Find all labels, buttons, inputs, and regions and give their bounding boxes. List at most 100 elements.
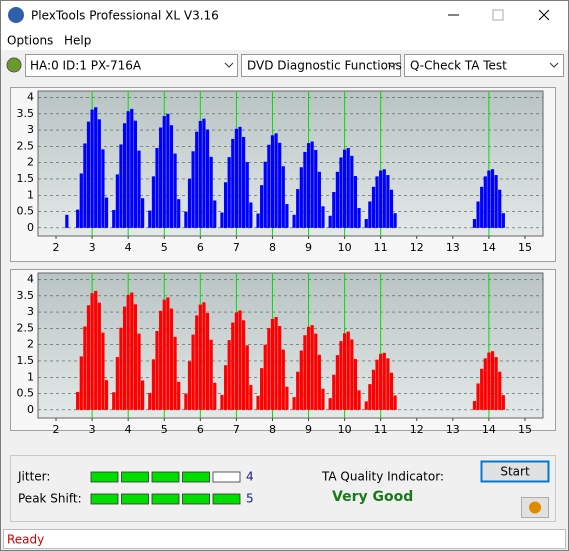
bar [270, 135, 275, 228]
function-dropdown[interactable] [241, 54, 401, 77]
bar [335, 171, 339, 228]
x-tick-label: 15 [518, 241, 532, 254]
bar [270, 318, 275, 410]
bar [227, 157, 231, 228]
indicator-segment [90, 493, 119, 505]
start-button[interactable] [480, 460, 550, 483]
bar [346, 148, 350, 228]
bar [303, 335, 307, 410]
close-button[interactable] [538, 9, 550, 21]
dropdown-arrow [549, 62, 559, 68]
bar [86, 305, 91, 410]
test-dropdown[interactable] [404, 54, 564, 77]
bar [205, 129, 210, 228]
bar [130, 292, 134, 410]
menu-item[interactable]: Options [7, 34, 53, 48]
dropdown-arrow [387, 62, 397, 68]
bar [314, 333, 318, 410]
indicator-segment [212, 471, 241, 483]
indicator-segment [182, 493, 210, 505]
bar [310, 325, 314, 410]
x-tick-label: 3 [89, 423, 96, 436]
x-tick-label: 7 [233, 423, 240, 436]
bar [357, 390, 361, 410]
results-group [10, 455, 556, 522]
bar [476, 383, 480, 410]
bar [187, 361, 192, 410]
bar [357, 207, 361, 228]
bar [209, 339, 213, 410]
bar [65, 214, 69, 228]
maximize-button[interactable] [492, 9, 504, 21]
bar [83, 143, 87, 228]
start-button-label[interactable]: Start [500, 465, 530, 479]
bar [173, 336, 177, 410]
bar [328, 215, 332, 228]
bar [202, 118, 206, 228]
bar [382, 352, 386, 410]
bar [79, 173, 83, 228]
x-tick-label: 4 [125, 241, 132, 254]
bar [198, 304, 202, 410]
bar [303, 151, 307, 228]
bar [101, 149, 105, 228]
x-tick-label: 13 [446, 241, 460, 254]
bar [198, 120, 202, 228]
dropdown-arrow [224, 62, 234, 68]
bar [353, 359, 358, 410]
bar [238, 126, 242, 228]
bar [184, 393, 188, 410]
bar [480, 368, 484, 410]
bar [223, 365, 228, 410]
device-icon [6, 57, 22, 73]
x-tick-label: 11 [374, 241, 388, 254]
indicator-segment [182, 471, 210, 483]
bar [306, 143, 311, 228]
bar [494, 175, 498, 228]
bar [148, 392, 152, 410]
bar [343, 149, 347, 228]
bar [375, 176, 379, 228]
bar [202, 302, 206, 410]
bar [389, 372, 394, 410]
y-tick-label: 1 [27, 370, 34, 383]
bar [184, 211, 188, 228]
bar [133, 304, 137, 410]
bar [213, 200, 217, 228]
device-dropdown[interactable] [25, 54, 238, 77]
bar [350, 339, 354, 410]
bar [472, 219, 477, 228]
x-tick-label: 7 [233, 241, 240, 254]
bar [501, 395, 505, 410]
bar [141, 380, 145, 410]
menu-item[interactable]: Help [64, 34, 91, 48]
info-icon [529, 501, 541, 514]
bar [260, 185, 264, 228]
bar [112, 392, 116, 410]
bar [494, 357, 498, 410]
bar [249, 202, 253, 228]
bar [169, 308, 174, 410]
window-title: PlexTools Professional XL V3.16 [31, 9, 219, 23]
x-tick-label: 12 [410, 241, 424, 254]
bar [346, 331, 350, 410]
y-tick-label: 0.5 [17, 387, 35, 400]
bar [321, 388, 325, 410]
title-bar [1, 1, 568, 30]
bar [126, 111, 130, 228]
bar [177, 199, 181, 228]
status-bar [3, 529, 566, 549]
x-tick-label: 6 [197, 423, 204, 436]
bar [480, 186, 484, 228]
x-tick-label: 14 [482, 423, 496, 436]
bar [285, 204, 289, 228]
bar [343, 333, 347, 410]
bar [256, 395, 260, 410]
function-value: DVD Diagnostic Functions [247, 59, 402, 73]
bar [94, 290, 98, 410]
x-tick-label: 2 [53, 423, 60, 436]
bar [379, 353, 383, 410]
status-text: Ready [7, 533, 44, 547]
bar [379, 170, 383, 228]
